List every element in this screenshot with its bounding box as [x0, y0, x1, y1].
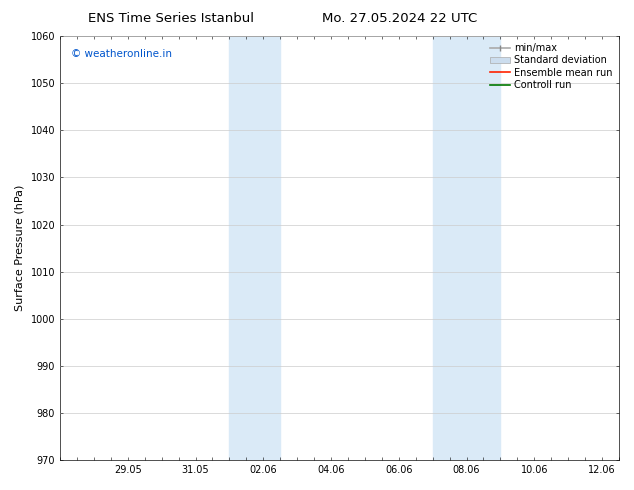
Y-axis label: Surface Pressure (hPa): Surface Pressure (hPa): [15, 185, 25, 311]
Text: Mo. 27.05.2024 22 UTC: Mo. 27.05.2024 22 UTC: [322, 12, 477, 25]
Bar: [432, 36, 500, 460]
Legend: min/max, Standard deviation, Ensemble mean run, Controll run: min/max, Standard deviation, Ensemble me…: [488, 41, 614, 92]
Text: © weatheronline.in: © weatheronline.in: [71, 49, 172, 59]
Text: ENS Time Series Istanbul: ENS Time Series Istanbul: [88, 12, 254, 25]
Bar: [230, 36, 280, 460]
